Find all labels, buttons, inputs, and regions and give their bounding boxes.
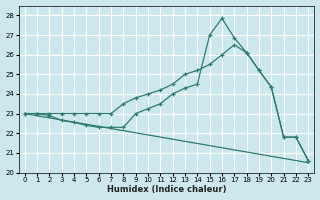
X-axis label: Humidex (Indice chaleur): Humidex (Indice chaleur) [107,185,226,194]
